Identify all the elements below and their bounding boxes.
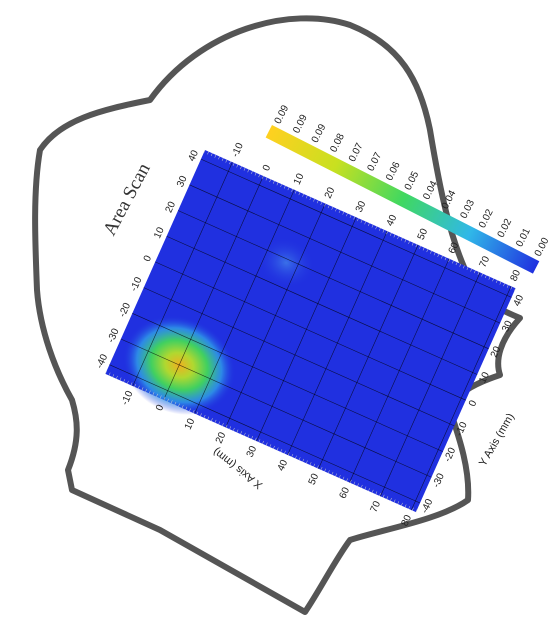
sar-scan-view: -10-100010102020303040405050606070708080… (0, 0, 551, 626)
x-tick-label: -10 (230, 141, 246, 159)
colorbar-label: 0.01 (514, 226, 533, 249)
x-tick-label: 30 (245, 444, 260, 459)
x-tick-label: 20 (323, 185, 338, 200)
x-tick-label: 10 (183, 416, 198, 431)
colorbar-label: 0.09 (310, 122, 329, 145)
y-tick-label: -10 (129, 275, 145, 293)
x-tick-label: 40 (276, 458, 291, 473)
x-tick-label: 0 (261, 163, 273, 173)
y-tick-label: 20 (164, 200, 179, 215)
x-tick-label: 10 (292, 172, 307, 187)
colorbar-label: 0.07 (366, 150, 385, 173)
y-tick-label: -20 (442, 446, 458, 464)
y-tick-label: 0 (467, 398, 479, 408)
colorbar-label: 0.08 (328, 131, 347, 154)
y-tick-label: -30 (431, 471, 447, 489)
x-tick-label: 50 (307, 472, 322, 487)
y-tick-label: 10 (152, 225, 167, 240)
colorbar-label: 0.03 (458, 198, 477, 221)
colorbar-label: 0.09 (291, 113, 310, 136)
y-tick-label: 0 (142, 254, 154, 264)
y-tick-label: -30 (106, 327, 122, 345)
y-tick-label: -40 (419, 497, 435, 515)
x-tick-label: 40 (385, 213, 400, 228)
colorbar-label: 0.09 (273, 103, 292, 126)
colorbar-label: 0.06 (384, 160, 403, 183)
colorbar-label: 0.02 (496, 217, 515, 240)
colorbar-label: 0.00 (533, 236, 551, 259)
x-tick-label: 30 (354, 199, 369, 214)
colorbar-label: 0.02 (477, 207, 496, 230)
title: Area Scan (99, 159, 155, 239)
y-tick-label: 40 (512, 293, 527, 308)
y-axis-label: Y Axis (mm) (477, 411, 517, 468)
x-tick-label: 80 (509, 268, 524, 283)
colorbar-label: 0.05 (403, 169, 422, 192)
x-tick-label: -10 (120, 389, 136, 407)
colorbar-label: 0.07 (347, 141, 366, 164)
x-tick-label: 70 (478, 254, 493, 269)
x-tick-label: 60 (338, 485, 353, 500)
y-tick-label: -20 (117, 301, 133, 319)
x-tick-label: 50 (416, 227, 431, 242)
y-tick-label: -40 (94, 352, 110, 370)
x-tick-label: 20 (214, 430, 229, 445)
y-tick-label: 30 (175, 174, 190, 189)
y-tick-label: 40 (186, 148, 201, 163)
x-tick-label: 70 (369, 499, 384, 514)
